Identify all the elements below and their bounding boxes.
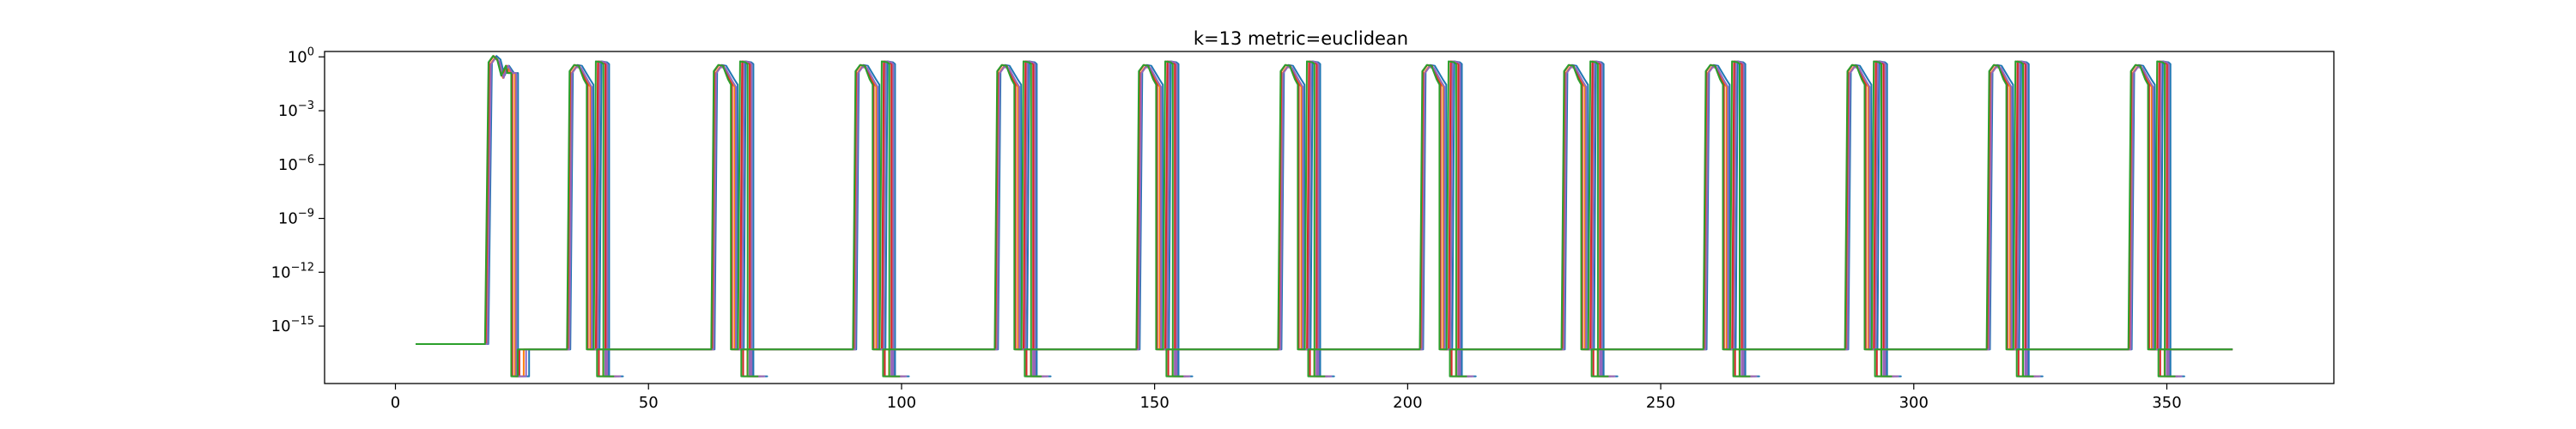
- x-tick-label: 0: [391, 394, 400, 412]
- y-tick-label: 10−15: [271, 315, 314, 335]
- y-tick-label: 100: [288, 45, 314, 66]
- y-tick-label: 10−9: [278, 208, 314, 228]
- series-line-5: [416, 55, 2233, 378]
- chart-title: k=13 metric=euclidean: [1194, 28, 1408, 49]
- x-tick-label: 250: [1646, 394, 1675, 412]
- x-axis: 0 50 100 150 200 250 300 350: [391, 384, 2182, 412]
- y-tick-label: 10−6: [278, 154, 314, 174]
- y-tick-label: 10−12: [271, 261, 314, 281]
- plot-lines: [416, 55, 2233, 378]
- x-tick-label: 350: [2152, 394, 2181, 412]
- x-tick-label: 50: [639, 394, 659, 412]
- x-tick-label: 150: [1139, 394, 1169, 412]
- x-tick-label: 100: [887, 394, 916, 412]
- x-tick-label: 300: [1899, 394, 1929, 412]
- y-tick-label: 10−3: [278, 100, 314, 120]
- y-axis: 100 10−3 10−6 10−9 10−12 10−15: [271, 45, 325, 335]
- plot-area-frame: [324, 51, 2335, 384]
- x-tick-label: 200: [1393, 394, 1422, 412]
